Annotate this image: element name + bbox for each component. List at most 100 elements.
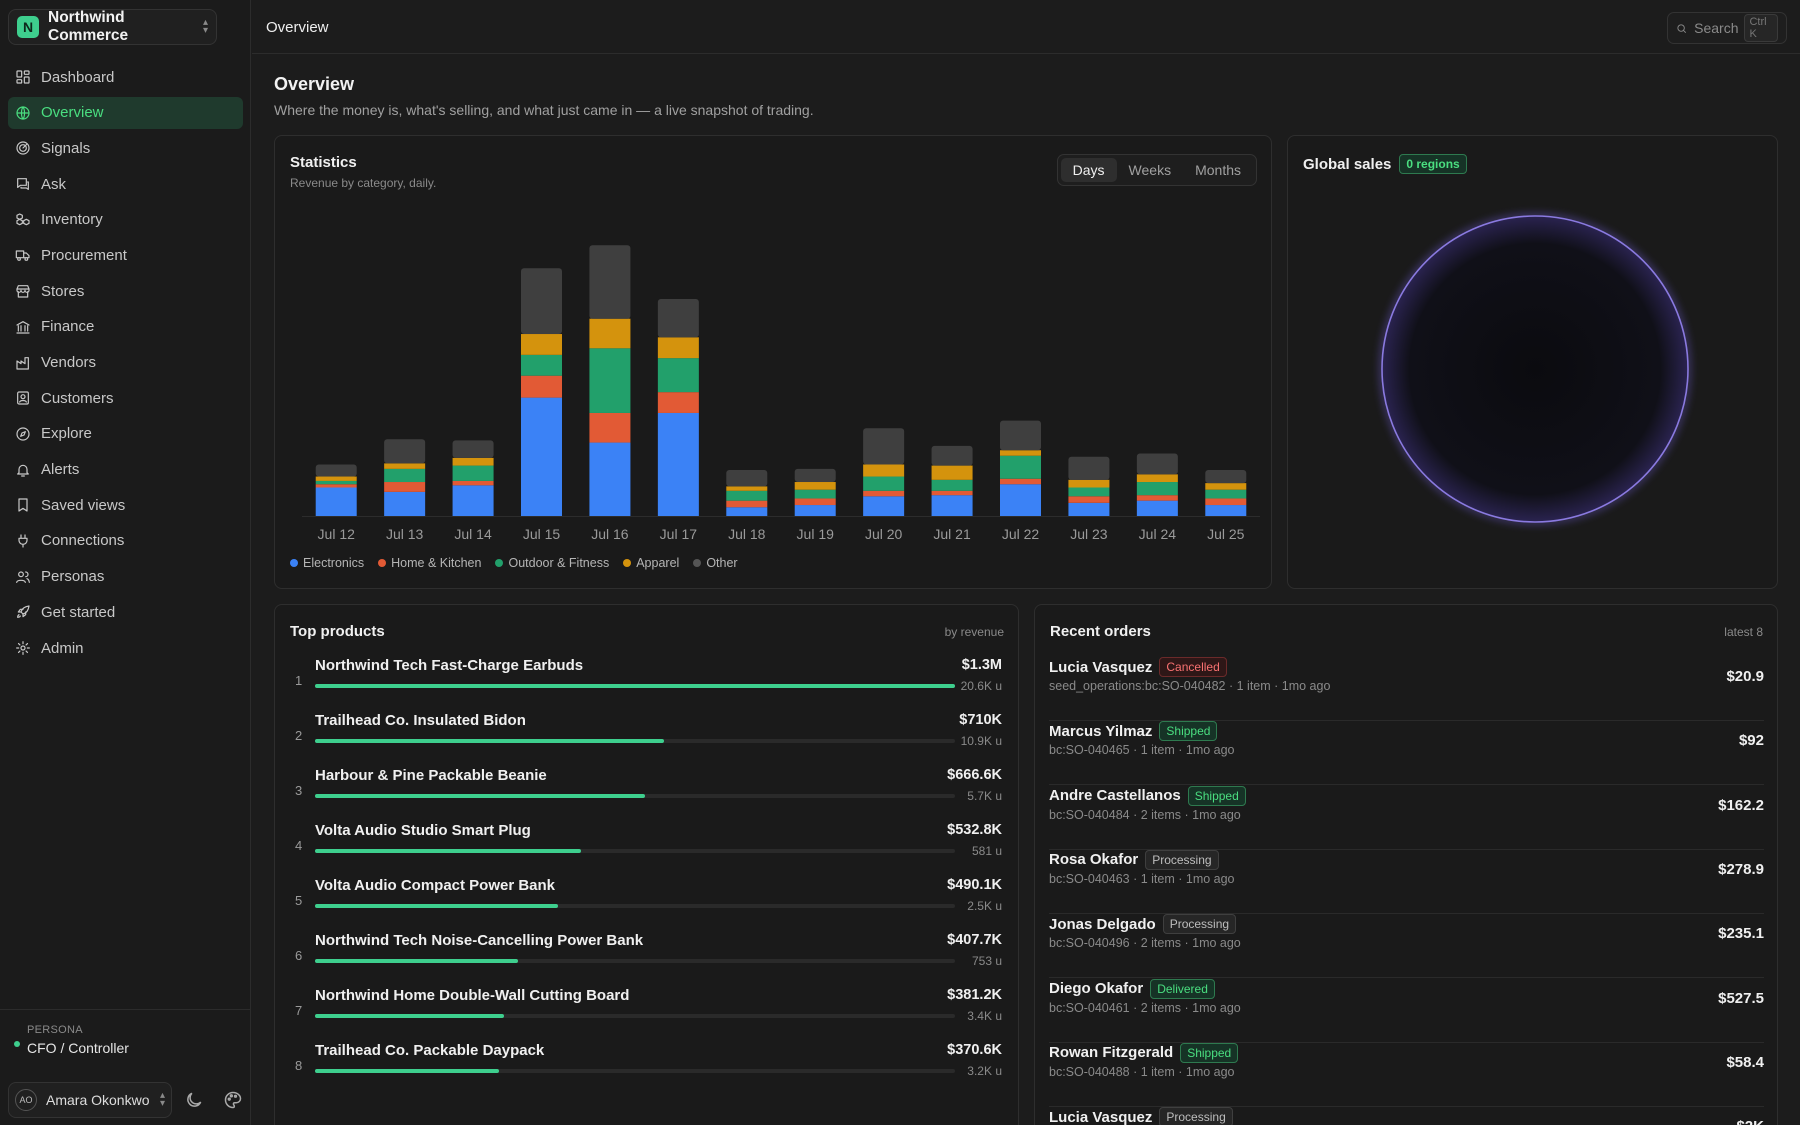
bar-segment-other-jul-13[interactable]	[384, 439, 426, 464]
bar-segment-electronics-jul-12[interactable]	[315, 487, 357, 517]
org-switcher[interactable]: N Northwind Commerce ▴ ▾	[8, 9, 217, 45]
bar-segment-other-jul-14[interactable]	[452, 440, 494, 458]
bar-segment-apparel-jul-15[interactable]	[521, 334, 562, 355]
order-row[interactable]: Marcus Yilmaz Shipped bc:SO-040465 · 1 ite…	[1049, 721, 1764, 786]
bar-segment-electronics-jul-17[interactable]	[657, 412, 699, 516]
product-row[interactable]: 5 Volta Audio Compact Power Bank $490.1K 2.…	[290, 877, 1002, 932]
order-row[interactable]: Lucia Vasquez Processing $2K	[1049, 1107, 1764, 1125]
bar-segment-apparel-jul-19[interactable]	[794, 482, 836, 490]
order-row[interactable]: Andre Castellanos Shipped bc:SO-040484 · 2…	[1049, 785, 1764, 850]
bar-segment-home-kitchen-jul-13[interactable]	[384, 482, 426, 492]
sidebar-item-ask[interactable]: Ask	[8, 168, 243, 200]
bar-segment-outdoor-fitness-jul-16[interactable]	[589, 348, 631, 413]
product-row[interactable]: 8 Trailhead Co. Packable Daypack $370.6K 3.…	[290, 1042, 1002, 1097]
product-row[interactable]: 2 Trailhead Co. Insulated Bidon $710K 10.9K…	[290, 712, 1002, 767]
range-weeks-button[interactable]: Weeks	[1128, 162, 1172, 178]
sidebar-item-personas[interactable]: Personas	[8, 561, 243, 593]
bar-segment-electronics-jul-14[interactable]	[452, 485, 494, 516]
bar-segment-other-jul-23[interactable]	[1068, 456, 1110, 480]
legend-item[interactable]: Home & Kitchen	[378, 556, 481, 570]
bar-segment-apparel-jul-17[interactable]	[657, 337, 699, 359]
bar-segment-apparel-jul-23[interactable]	[1068, 479, 1110, 488]
user-menu-button[interactable]: AO Amara Okonkwo ▴ ▾	[8, 1082, 172, 1118]
globe-visual[interactable]	[1370, 204, 1700, 534]
legend-item[interactable]: Other	[693, 556, 738, 570]
sidebar-item-alerts[interactable]: Alerts	[8, 454, 243, 486]
bar-segment-outdoor-fitness-jul-20[interactable]	[863, 476, 905, 491]
bar-segment-electronics-jul-13[interactable]	[384, 491, 426, 516]
bar-segment-home-kitchen-jul-15[interactable]	[521, 375, 562, 398]
bar-segment-electronics-jul-24[interactable]	[1136, 500, 1178, 516]
bar-segment-apparel-jul-18[interactable]	[726, 486, 768, 491]
bar-segment-home-kitchen-jul-18[interactable]	[726, 500, 768, 508]
bar-segment-apparel-jul-14[interactable]	[452, 457, 494, 466]
search-button[interactable]: Search Ctrl K	[1667, 12, 1787, 44]
bar-segment-other-jul-24[interactable]	[1136, 453, 1178, 475]
sidebar-item-procurement[interactable]: Procurement	[8, 239, 243, 271]
order-row[interactable]: Rosa Okafor Processing bc:SO-040463 · 1 it…	[1049, 849, 1764, 914]
bar-segment-other-jul-17[interactable]	[657, 298, 699, 338]
product-row[interactable]: 1 Northwind Tech Fast-Charge Earbuds $1.3M…	[290, 657, 1002, 712]
sidebar-item-admin[interactable]: Admin	[8, 632, 243, 664]
bar-segment-home-kitchen-jul-12[interactable]	[315, 484, 357, 488]
bar-segment-other-jul-16[interactable]	[589, 245, 631, 319]
bar-segment-home-kitchen-jul-20[interactable]	[863, 490, 905, 497]
bar-segment-home-kitchen-jul-16[interactable]	[589, 412, 631, 443]
bar-segment-outdoor-fitness-jul-25[interactable]	[1205, 489, 1247, 499]
bar-segment-electronics-jul-22[interactable]	[1000, 484, 1041, 516]
bar-segment-electronics-jul-23[interactable]	[1068, 502, 1110, 516]
range-days-button[interactable]: Days	[1060, 158, 1117, 182]
bar-segment-other-jul-12[interactable]	[315, 464, 357, 477]
bar-segment-apparel-jul-24[interactable]	[1136, 474, 1178, 483]
bar-segment-other-jul-22[interactable]	[1000, 420, 1041, 451]
bar-segment-electronics-jul-19[interactable]	[794, 505, 836, 516]
sidebar-item-signals[interactable]: Signals	[8, 132, 243, 164]
sidebar-item-get-started[interactable]: Get started	[8, 596, 243, 628]
bar-segment-apparel-jul-21[interactable]	[931, 465, 973, 480]
order-row[interactable]: Jonas Delgado Processing bc:SO-040496 · 2 …	[1049, 914, 1764, 979]
bar-segment-outdoor-fitness-jul-23[interactable]	[1068, 487, 1110, 497]
bar-segment-other-jul-20[interactable]	[863, 428, 905, 465]
legend-item[interactable]: Outdoor & Fitness	[495, 556, 609, 570]
bar-segment-other-jul-18[interactable]	[726, 469, 768, 487]
bar-segment-outdoor-fitness-jul-18[interactable]	[726, 490, 768, 501]
order-row[interactable]: Rowan Fitzgerald Shipped bc:SO-040488 · 1 …	[1049, 1042, 1764, 1107]
bar-segment-electronics-jul-15[interactable]	[521, 397, 562, 516]
product-row[interactable]: 6 Northwind Tech Noise-Cancelling Power B…	[290, 932, 1002, 987]
sidebar-item-overview[interactable]: Overview	[8, 96, 243, 129]
sidebar-item-stores[interactable]: Stores	[8, 275, 243, 307]
sidebar-item-vendors[interactable]: Vendors	[8, 347, 243, 379]
bar-segment-outdoor-fitness-jul-13[interactable]	[384, 468, 426, 483]
bar-segment-home-kitchen-jul-19[interactable]	[794, 498, 836, 506]
order-row[interactable]: Lucia Vasquez Cancelled seed_operations:bc…	[1049, 657, 1764, 721]
bar-segment-home-kitchen-jul-21[interactable]	[931, 490, 973, 496]
moon-icon[interactable]	[184, 1090, 204, 1110]
bar-segment-electronics-jul-25[interactable]	[1205, 505, 1247, 516]
product-row[interactable]: 7 Northwind Home Double-Wall Cutting Boar…	[290, 987, 1002, 1042]
bar-segment-home-kitchen-jul-22[interactable]	[1000, 478, 1041, 485]
bar-segment-home-kitchen-jul-17[interactable]	[657, 392, 699, 413]
bar-segment-apparel-jul-20[interactable]	[863, 464, 905, 477]
bar-segment-outdoor-fitness-jul-21[interactable]	[931, 479, 973, 491]
bar-segment-home-kitchen-jul-24[interactable]	[1136, 495, 1178, 501]
bar-segment-apparel-jul-12[interactable]	[315, 476, 357, 481]
bar-segment-electronics-jul-18[interactable]	[726, 507, 768, 516]
bar-segment-electronics-jul-21[interactable]	[931, 495, 973, 516]
palette-icon[interactable]	[223, 1090, 243, 1110]
legend-item[interactable]: Electronics	[290, 556, 364, 570]
bar-segment-outdoor-fitness-jul-14[interactable]	[452, 465, 494, 481]
sidebar-item-explore[interactable]: Explore	[8, 418, 243, 450]
bar-segment-apparel-jul-22[interactable]	[1000, 450, 1041, 456]
bar-segment-other-jul-15[interactable]	[521, 268, 562, 335]
sidebar-item-inventory[interactable]: Inventory	[8, 204, 243, 236]
bar-segment-electronics-jul-16[interactable]	[589, 442, 631, 516]
sidebar-item-saved-views[interactable]: Saved views	[8, 489, 243, 521]
bar-segment-other-jul-25[interactable]	[1205, 469, 1247, 484]
product-row[interactable]: 3 Harbour & Pine Packable Beanie $666.6K 5.…	[290, 767, 1002, 822]
bar-segment-outdoor-fitness-jul-17[interactable]	[657, 358, 699, 393]
bar-segment-home-kitchen-jul-14[interactable]	[452, 480, 494, 486]
bar-segment-outdoor-fitness-jul-22[interactable]	[1000, 455, 1041, 479]
bar-segment-other-jul-19[interactable]	[794, 468, 836, 483]
persona-switcher[interactable]: PERSONA CFO / Controller	[0, 1009, 251, 1056]
bar-segment-electronics-jul-20[interactable]	[863, 496, 905, 516]
